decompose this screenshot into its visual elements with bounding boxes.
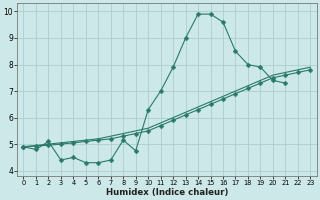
X-axis label: Humidex (Indice chaleur): Humidex (Indice chaleur) [106, 188, 228, 197]
